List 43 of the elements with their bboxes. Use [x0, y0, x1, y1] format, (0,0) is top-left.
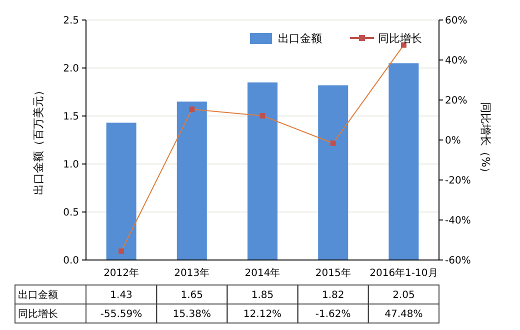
y2-tick-label: 40%: [445, 56, 468, 66]
bar: [176, 102, 207, 260]
x-tick-label: 2015年: [315, 267, 351, 279]
bar: [106, 122, 136, 260]
text: 出口金额: [18, 290, 58, 301]
y2-tick-label: 0%: [445, 136, 461, 146]
x-tick-label: 2014年: [244, 267, 280, 279]
text: 同比增长: [18, 309, 58, 320]
x-tick-label: 2016年1-10月: [370, 267, 438, 279]
y-tick-label: 0.0: [63, 256, 79, 266]
data-label: 1.43: [110, 290, 132, 301]
data-label: 47.48%: [384, 309, 423, 320]
y2-tick-label: 20%: [445, 96, 468, 106]
y2-tick-label: -60%: [445, 256, 471, 266]
point: [118, 248, 124, 254]
y-tick-label: 1.0: [63, 160, 79, 170]
bar: [388, 63, 419, 260]
data-label: -1.62%: [315, 309, 351, 320]
y2-tick-label: -20%: [445, 176, 471, 186]
data-label: 1.85: [251, 290, 274, 301]
point: [330, 140, 336, 146]
legend-label: 出口金额: [278, 32, 322, 45]
data-label: 1.65: [180, 290, 204, 301]
x-tick-label: 2013年: [174, 267, 210, 279]
y-tick-label: 2.0: [63, 64, 79, 74]
point: [260, 113, 266, 118]
y-axis-title: 出口金额（百万美元）: [32, 85, 45, 195]
y2-axis-title: 同比增长（%）: [479, 102, 492, 178]
y2-tick-label: -40%: [445, 216, 471, 226]
point: [189, 106, 195, 112]
data-label: -55.59%: [100, 309, 142, 320]
data-label: 15.38%: [172, 309, 211, 320]
x-tick-label: 2012年: [104, 267, 140, 279]
data-label: 1.82: [322, 290, 344, 301]
data-label: 12.12%: [243, 309, 282, 320]
y2-tick-label: 60%: [445, 16, 468, 26]
y-tick-label: 0.5: [63, 208, 79, 218]
bar: [318, 85, 348, 260]
y-tick-label: 1.5: [63, 112, 79, 122]
y-tick-label: 2.5: [63, 16, 79, 26]
bar: [248, 82, 278, 260]
data-label: 2.05: [392, 290, 415, 301]
legend-label: 同比增长: [378, 32, 422, 45]
